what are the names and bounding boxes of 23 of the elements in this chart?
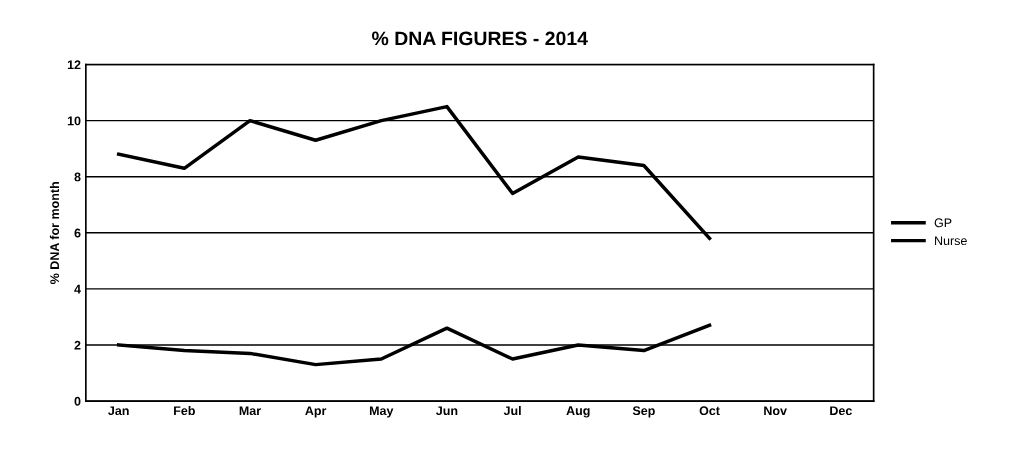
x-tick-label: Oct [699, 406, 720, 416]
x-tick-label: Jan [108, 406, 129, 416]
y-tick-label: 8 [74, 172, 81, 182]
x-tick-label: Jun [436, 406, 458, 416]
x-tick-label: Sep [632, 406, 655, 418]
x-tick-label: Jul [503, 405, 521, 416]
y-tick-label: 6 [74, 228, 81, 238]
y-axis-title: % DNA for month [49, 182, 60, 284]
x-tick-label: May [369, 406, 394, 418]
y-tick-label: 10 [67, 116, 81, 126]
y-tick-label: 4 [74, 284, 81, 294]
y-tick-label: 12 [67, 60, 81, 70]
x-tick-label: Mar [239, 406, 261, 416]
x-tick-label: Nov [764, 406, 787, 416]
x-tick-label: Apr [305, 406, 327, 418]
legend-label: GP [934, 218, 952, 228]
y-tick-label: 0 [74, 396, 81, 406]
x-tick-label: Aug [566, 406, 590, 418]
chart-title: % DNA FIGURES - 2014 [372, 31, 588, 46]
x-tick-label: Dec [830, 406, 852, 416]
x-tick-label: Feb [174, 405, 195, 416]
y-tick-label: 2 [74, 340, 81, 350]
legend-label: Nurse [935, 236, 967, 246]
